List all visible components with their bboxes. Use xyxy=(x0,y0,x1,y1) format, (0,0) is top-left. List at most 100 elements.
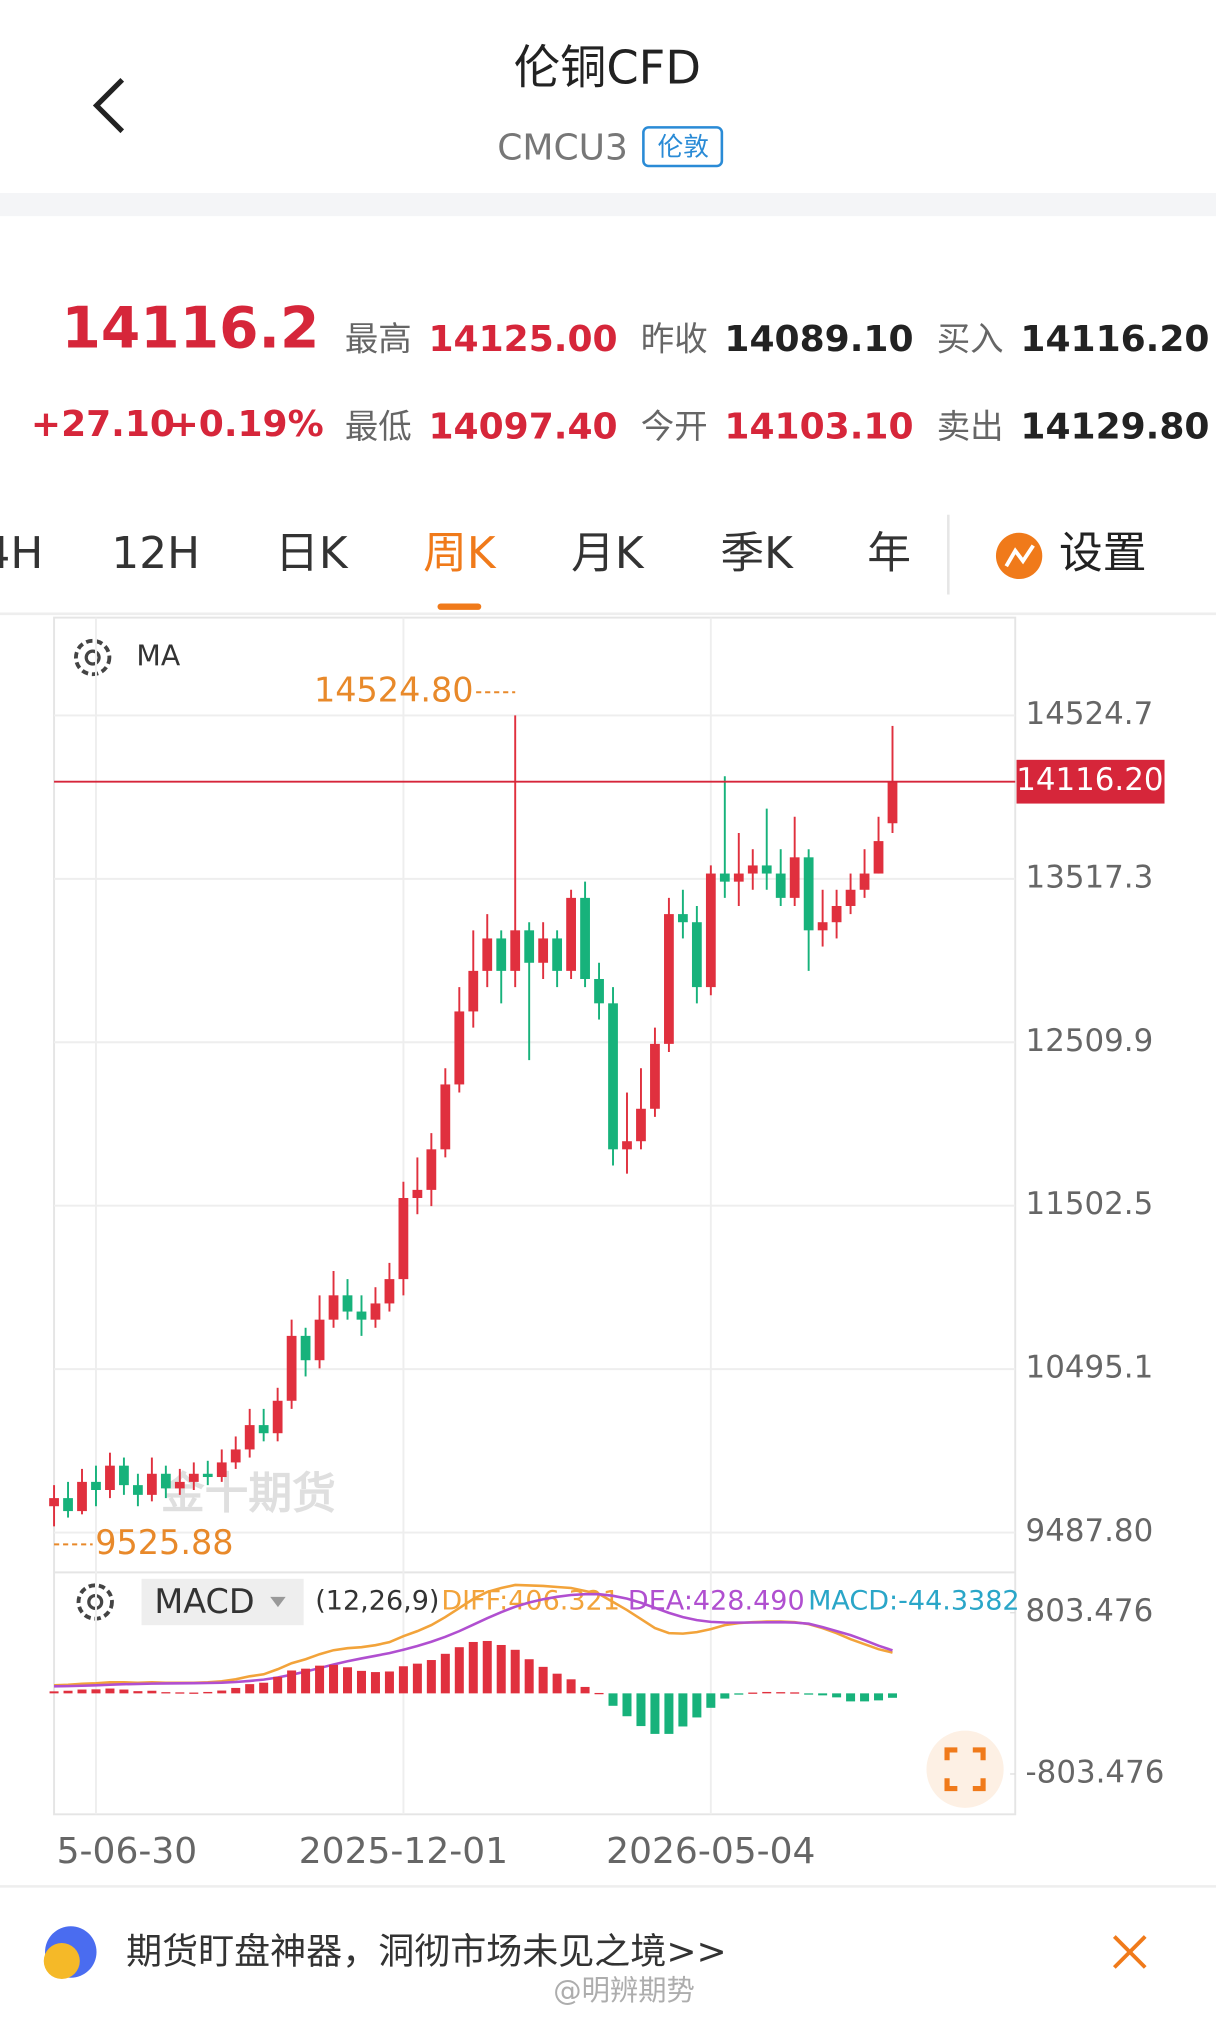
macd-bar xyxy=(356,1670,366,1694)
y-tick-label: 10495.1 xyxy=(1026,1350,1154,1386)
candle-body xyxy=(49,1498,59,1507)
macd-bar xyxy=(273,1676,283,1694)
candle-body xyxy=(398,1197,409,1280)
macd-bar xyxy=(189,1692,199,1694)
back-button[interactable] xyxy=(92,77,125,134)
y-tick-label: 9487.80 xyxy=(1026,1513,1154,1549)
macd-bar xyxy=(217,1690,227,1694)
candle-body xyxy=(63,1498,73,1512)
macd-bar xyxy=(594,1692,604,1695)
settings-tab[interactable]: 设置 xyxy=(1059,528,1146,579)
candle-body xyxy=(510,930,521,971)
candle-body xyxy=(887,781,898,824)
candle-body xyxy=(91,1481,101,1490)
macd-bar xyxy=(384,1671,394,1694)
tab[interactable]: 12H xyxy=(111,528,200,579)
candle-body xyxy=(664,914,674,1044)
candle-body xyxy=(650,1043,660,1109)
candle-body xyxy=(146,1473,157,1495)
macd-bar xyxy=(468,1641,478,1694)
tab[interactable]: 周K xyxy=(423,528,497,579)
legend-entry: DEA:428.490 xyxy=(628,1585,805,1616)
candle-body xyxy=(77,1481,87,1512)
candle-body xyxy=(454,1011,465,1085)
divider xyxy=(0,193,1216,217)
candle-body xyxy=(538,938,549,963)
macd-title: MACD xyxy=(154,1582,254,1621)
macd-bar xyxy=(734,1693,744,1695)
candle-body xyxy=(202,1473,213,1478)
stat-value: 14089.10 xyxy=(724,319,913,360)
macd-bar xyxy=(790,1692,800,1694)
candle-body xyxy=(580,897,590,979)
indicator-label: MA xyxy=(136,640,180,673)
settings-icon-glyph xyxy=(1004,544,1035,568)
candle-body xyxy=(356,1311,367,1320)
macd-bar xyxy=(77,1689,87,1694)
candle-body xyxy=(803,857,814,931)
candle-body xyxy=(258,1425,269,1434)
macd-bar xyxy=(552,1673,562,1694)
macd-bar xyxy=(49,1691,59,1694)
candle-body xyxy=(314,1319,325,1361)
macd-bar xyxy=(678,1693,688,1727)
candle-body xyxy=(426,1149,437,1190)
change: +27.10 xyxy=(31,404,175,445)
macd-bar xyxy=(510,1649,520,1694)
stat-label: 买入 xyxy=(937,319,1004,358)
candle-body xyxy=(761,865,772,874)
tabs: 4H 12H 日K 周K 月K 季K 年 xyxy=(0,528,911,610)
tab[interactable]: 4H xyxy=(0,528,43,579)
change-pct: +0.19% xyxy=(169,404,324,445)
y-tick-label: 13517.3 xyxy=(1026,859,1154,895)
tab[interactable]: 年 xyxy=(867,528,911,579)
expand-button[interactable] xyxy=(926,1730,1004,1808)
macd-bar xyxy=(133,1691,143,1694)
candle-body xyxy=(160,1473,171,1489)
macd-bar xyxy=(245,1684,255,1694)
macd-bar xyxy=(887,1693,898,1698)
stat-label: 最低 xyxy=(345,407,412,446)
stat-label: 今开 xyxy=(641,407,708,446)
macd-line xyxy=(54,1592,893,1688)
banner-icon-moon xyxy=(43,1942,80,1980)
ma-gear[interactable] xyxy=(74,638,112,677)
macd-bar xyxy=(636,1693,646,1727)
tab[interactable]: 月K xyxy=(571,528,645,579)
candle-body xyxy=(622,1141,632,1150)
macd-bar xyxy=(524,1659,534,1694)
candle-body xyxy=(230,1449,241,1463)
last-price-box xyxy=(1016,759,1165,804)
macd-bar xyxy=(287,1670,297,1694)
stat-value: 14129.80 xyxy=(1020,406,1209,447)
candle-body xyxy=(552,938,563,971)
candle-body xyxy=(412,1189,423,1198)
macd-bar xyxy=(119,1689,129,1694)
stat-label: 最高 xyxy=(345,319,412,358)
macd-bar xyxy=(776,1692,786,1694)
candle-body xyxy=(608,1003,618,1150)
candle-body xyxy=(174,1481,185,1489)
tab[interactable]: 季K xyxy=(720,528,794,579)
chart-frame xyxy=(53,616,1017,1816)
macd-bar xyxy=(63,1690,73,1694)
y-tick-label: -803.476 xyxy=(1026,1754,1165,1790)
weibo-watermark: @明辨期势 xyxy=(553,1974,695,2007)
macd-bar xyxy=(538,1666,548,1694)
title: 伦铜CFD xyxy=(514,40,701,94)
banner-text[interactable]: 期货盯盘神器，洞彻市场未见之境>> xyxy=(126,1931,727,1972)
banner-close[interactable] xyxy=(1112,1935,1147,1969)
watermark: 金十期货 xyxy=(161,1468,336,1519)
y-tick-label: 11502.5 xyxy=(1026,1186,1154,1222)
exchange-tag-box xyxy=(642,126,724,168)
tab[interactable]: 日K xyxy=(275,528,349,579)
x-tick-label: 2025-12-01 xyxy=(299,1831,508,1872)
candle-body xyxy=(482,938,493,971)
max-label: 14524.80 xyxy=(314,671,474,710)
candle-body xyxy=(733,873,744,882)
candle-body xyxy=(384,1279,395,1304)
candle-body xyxy=(328,1295,339,1320)
macd-bar xyxy=(664,1693,674,1734)
